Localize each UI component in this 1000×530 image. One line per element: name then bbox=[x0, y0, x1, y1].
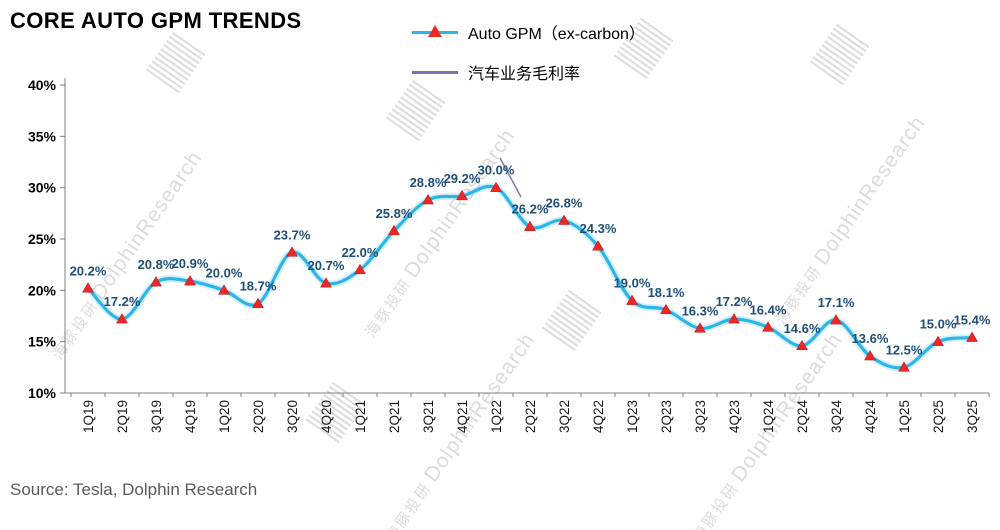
svg-text:30%: 30% bbox=[28, 180, 57, 196]
svg-text:20.0%: 20.0% bbox=[206, 265, 243, 280]
svg-text:28.8%: 28.8% bbox=[410, 175, 447, 190]
svg-text:13.6%: 13.6% bbox=[852, 331, 889, 346]
svg-text:1Q20: 1Q20 bbox=[217, 400, 232, 433]
svg-text:2Q21: 2Q21 bbox=[387, 400, 402, 433]
svg-text:3Q24: 3Q24 bbox=[829, 400, 844, 434]
svg-text:20%: 20% bbox=[28, 282, 57, 298]
svg-text:1Q21: 1Q21 bbox=[353, 400, 368, 433]
svg-text:19.0%: 19.0% bbox=[614, 276, 651, 291]
svg-text:16.4%: 16.4% bbox=[750, 302, 787, 317]
svg-text:3Q21: 3Q21 bbox=[421, 400, 436, 433]
svg-text:3Q19: 3Q19 bbox=[149, 400, 164, 433]
svg-text:1Q25: 1Q25 bbox=[897, 400, 912, 433]
svg-text:17.2%: 17.2% bbox=[104, 294, 141, 309]
svg-text:2Q20: 2Q20 bbox=[251, 400, 266, 433]
svg-text:15.4%: 15.4% bbox=[954, 313, 991, 328]
svg-text:1Q23: 1Q23 bbox=[625, 400, 640, 433]
svg-text:10%: 10% bbox=[28, 385, 57, 401]
svg-text:2Q24: 2Q24 bbox=[795, 400, 810, 434]
chart-legend: Auto GPM（ex-carbon） 汽车业务毛利率 bbox=[412, 20, 645, 100]
svg-text:12.5%: 12.5% bbox=[886, 342, 923, 357]
svg-text:1Q19: 1Q19 bbox=[81, 400, 96, 433]
svg-text:4Q19: 4Q19 bbox=[183, 400, 198, 433]
svg-text:1Q24: 1Q24 bbox=[761, 400, 776, 434]
svg-text:4Q21: 4Q21 bbox=[455, 400, 470, 433]
svg-text:30.0%: 30.0% bbox=[478, 163, 515, 178]
svg-text:3Q22: 3Q22 bbox=[557, 400, 572, 433]
svg-text:3Q20: 3Q20 bbox=[285, 400, 300, 433]
svg-text:15.0%: 15.0% bbox=[920, 317, 957, 332]
legend-item-auto-gpm: Auto GPM（ex-carbon） bbox=[412, 20, 645, 44]
legend-marker-auto-margin-cn bbox=[412, 65, 458, 79]
svg-text:26.8%: 26.8% bbox=[546, 196, 583, 211]
svg-text:25.8%: 25.8% bbox=[376, 206, 413, 221]
svg-text:29.2%: 29.2% bbox=[444, 171, 481, 186]
svg-text:17.1%: 17.1% bbox=[818, 295, 855, 310]
svg-text:2Q22: 2Q22 bbox=[523, 400, 538, 433]
svg-text:16.3%: 16.3% bbox=[682, 303, 719, 318]
svg-text:20.2%: 20.2% bbox=[70, 263, 107, 278]
svg-text:3Q25: 3Q25 bbox=[965, 400, 980, 433]
svg-text:18.7%: 18.7% bbox=[240, 279, 277, 294]
svg-text:1Q22: 1Q22 bbox=[489, 400, 504, 433]
legend-line-icon bbox=[412, 71, 458, 74]
svg-text:26.2%: 26.2% bbox=[512, 202, 549, 217]
svg-text:24.3%: 24.3% bbox=[580, 221, 617, 236]
svg-text:22.0%: 22.0% bbox=[342, 245, 379, 260]
svg-text:2Q19: 2Q19 bbox=[115, 400, 130, 433]
svg-text:35%: 35% bbox=[28, 128, 57, 144]
svg-text:3Q23: 3Q23 bbox=[693, 400, 708, 433]
svg-text:40%: 40% bbox=[28, 77, 57, 93]
svg-text:2Q25: 2Q25 bbox=[931, 400, 946, 433]
svg-text:4Q22: 4Q22 bbox=[591, 400, 606, 433]
svg-text:20.7%: 20.7% bbox=[308, 258, 345, 273]
legend-item-auto-margin-cn: 汽车业务毛利率 bbox=[412, 60, 645, 84]
legend-label-auto-margin-cn: 汽车业务毛利率 bbox=[468, 66, 581, 83]
page-title: CORE AUTO GPM TRENDS bbox=[10, 8, 302, 33]
svg-text:4Q23: 4Q23 bbox=[727, 400, 742, 433]
legend-label-auto-gpm: Auto GPM（ex-carbon） bbox=[468, 26, 645, 43]
svg-text:4Q20: 4Q20 bbox=[319, 400, 334, 433]
legend-marker-auto-gpm bbox=[412, 25, 458, 39]
source-note: Source: Tesla, Dolphin Research bbox=[10, 480, 258, 499]
svg-text:25%: 25% bbox=[28, 231, 57, 247]
legend-triangle-icon bbox=[428, 25, 442, 37]
svg-text:14.6%: 14.6% bbox=[784, 321, 821, 336]
svg-text:23.7%: 23.7% bbox=[274, 227, 311, 242]
svg-text:2Q23: 2Q23 bbox=[659, 400, 674, 433]
svg-text:20.8%: 20.8% bbox=[138, 257, 175, 272]
svg-text:17.2%: 17.2% bbox=[716, 294, 753, 309]
svg-text:15%: 15% bbox=[28, 334, 57, 350]
svg-text:20.9%: 20.9% bbox=[172, 256, 209, 271]
svg-text:4Q24: 4Q24 bbox=[863, 400, 878, 434]
svg-text:18.1%: 18.1% bbox=[648, 285, 685, 300]
